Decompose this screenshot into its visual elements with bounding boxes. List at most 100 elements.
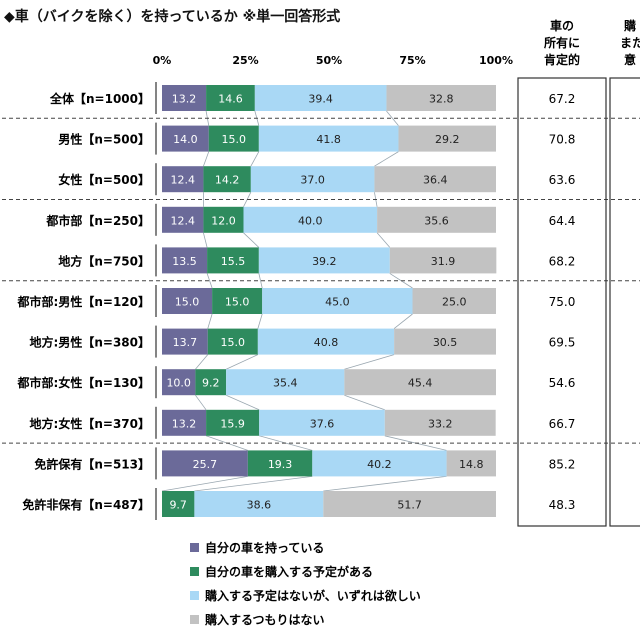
bar-segment — [162, 450, 248, 477]
x-tick-label: 25% — [232, 54, 258, 67]
connector-line — [323, 476, 447, 492]
legend-swatch — [190, 567, 199, 576]
summary-value: 54.6 — [549, 376, 576, 390]
connector-line — [161, 476, 248, 492]
bar-segment — [386, 85, 496, 111]
bar-segment — [374, 166, 496, 193]
connector-line — [257, 313, 263, 329]
category-label: 都市部:女性【n=130】 — [17, 375, 150, 390]
legend-label: 自分の車を持っている — [205, 540, 324, 555]
bar-segment — [207, 247, 259, 274]
bar-value-label: 40.0 — [298, 214, 323, 227]
bar-value-label: 25.0 — [442, 296, 467, 309]
bar-segment — [412, 288, 496, 314]
bar-value-label: 14.2 — [215, 174, 240, 187]
bar-segment — [203, 206, 244, 233]
x-tick-label: 50% — [316, 54, 342, 67]
summary-value: 70.8 — [549, 133, 576, 147]
bar-segment — [162, 247, 208, 274]
bar-value-label: 13.2 — [172, 93, 197, 106]
bar-segment — [162, 206, 204, 233]
summary-value: 69.5 — [549, 336, 576, 350]
connector-line — [250, 151, 260, 167]
bar-segment — [206, 85, 255, 111]
connector-line — [194, 476, 313, 492]
connector-line — [386, 110, 399, 126]
bar-value-label: 14.6 — [218, 93, 243, 106]
bar-value-label: 12.0 — [211, 214, 236, 227]
cut-column-header: 意 — [624, 52, 636, 67]
bar-segment — [162, 125, 209, 152]
connector-line — [225, 354, 259, 370]
bar-value-label: 40.2 — [367, 458, 392, 471]
x-tick-label: 75% — [399, 54, 425, 67]
chart-title: ◆車（バイクを除く）を持っているか ※単一回答形式 — [4, 9, 341, 25]
summary-value: 75.0 — [549, 295, 576, 309]
bar-value-label: 36.4 — [423, 174, 448, 187]
bar-value-label: 15.0 — [175, 296, 200, 309]
bar-value-label: 39.4 — [308, 93, 333, 106]
connector-line — [344, 354, 395, 370]
bar-segment — [162, 491, 195, 517]
connector-line — [225, 394, 260, 411]
legend-label: 購入するつもりはない — [204, 612, 325, 627]
bar-segment — [243, 206, 378, 233]
bar-value-label: 35.6 — [424, 214, 449, 227]
connector-line — [243, 232, 260, 248]
bar-value-label: 29.2 — [435, 133, 460, 146]
legend-swatch — [190, 543, 199, 552]
bar-segment — [194, 491, 324, 517]
bar-segment — [250, 166, 375, 193]
summary-column-header: 肯定的 — [544, 52, 580, 67]
bar-value-label: 41.8 — [316, 133, 341, 146]
category-label: 地方【n=750】 — [58, 253, 150, 268]
bar-segment — [384, 409, 496, 436]
bar-segment — [162, 328, 208, 355]
bar-value-label: 25.7 — [193, 458, 218, 471]
bar-segment — [398, 125, 496, 152]
connector-line — [206, 273, 213, 289]
category-label: 地方:男性【n=380】 — [30, 335, 150, 350]
bar-segment — [389, 247, 497, 274]
connector-line — [203, 232, 208, 248]
bar-value-label: 12.4 — [170, 214, 195, 227]
bar-segment — [206, 409, 260, 436]
category-label: 女性【n=500】 — [58, 172, 150, 187]
summary-value: 64.4 — [549, 214, 576, 228]
bar-value-label: 14.8 — [459, 458, 484, 471]
connector-line — [374, 151, 399, 167]
cut-column-header: 購 — [623, 18, 636, 33]
bar-segment — [162, 85, 207, 111]
bar-value-label: 35.4 — [273, 377, 298, 390]
bar-value-label: 38.6 — [247, 499, 272, 512]
summary-value: 63.6 — [549, 173, 576, 187]
category-label: 全体【n=1000】 — [49, 91, 150, 106]
bar-value-label: 32.8 — [429, 93, 454, 106]
legend-swatch — [190, 591, 199, 600]
legend-label: 購入する予定はないが、いずれは欲しい — [204, 588, 421, 603]
bar-segment — [207, 328, 258, 355]
bar-segment — [262, 288, 413, 314]
bar-segment — [259, 409, 385, 436]
bar-value-label: 15.9 — [220, 417, 245, 430]
bar-value-label: 45.0 — [325, 296, 350, 309]
summary-column-header: 所有に — [544, 35, 580, 50]
cut-column-box — [609, 77, 640, 527]
connector-line — [344, 394, 385, 411]
bar-value-label: 15.5 — [221, 255, 246, 268]
bar-segment — [257, 328, 395, 355]
bar-value-label: 19.3 — [268, 458, 293, 471]
bar-value-label: 13.2 — [172, 417, 197, 430]
category-label: 都市部【n=250】 — [45, 213, 150, 228]
bar-value-label: 31.9 — [431, 255, 456, 268]
summary-column-box — [517, 77, 607, 527]
bar-segment — [162, 288, 213, 314]
connector-line — [207, 313, 213, 329]
bar-value-label: 37.6 — [310, 417, 335, 430]
bar-value-label: 45.4 — [408, 377, 433, 390]
bar-segment — [323, 491, 496, 517]
category-label: 男性【n=500】 — [58, 132, 150, 147]
category-label: 地方:女性【n=370】 — [30, 416, 150, 431]
